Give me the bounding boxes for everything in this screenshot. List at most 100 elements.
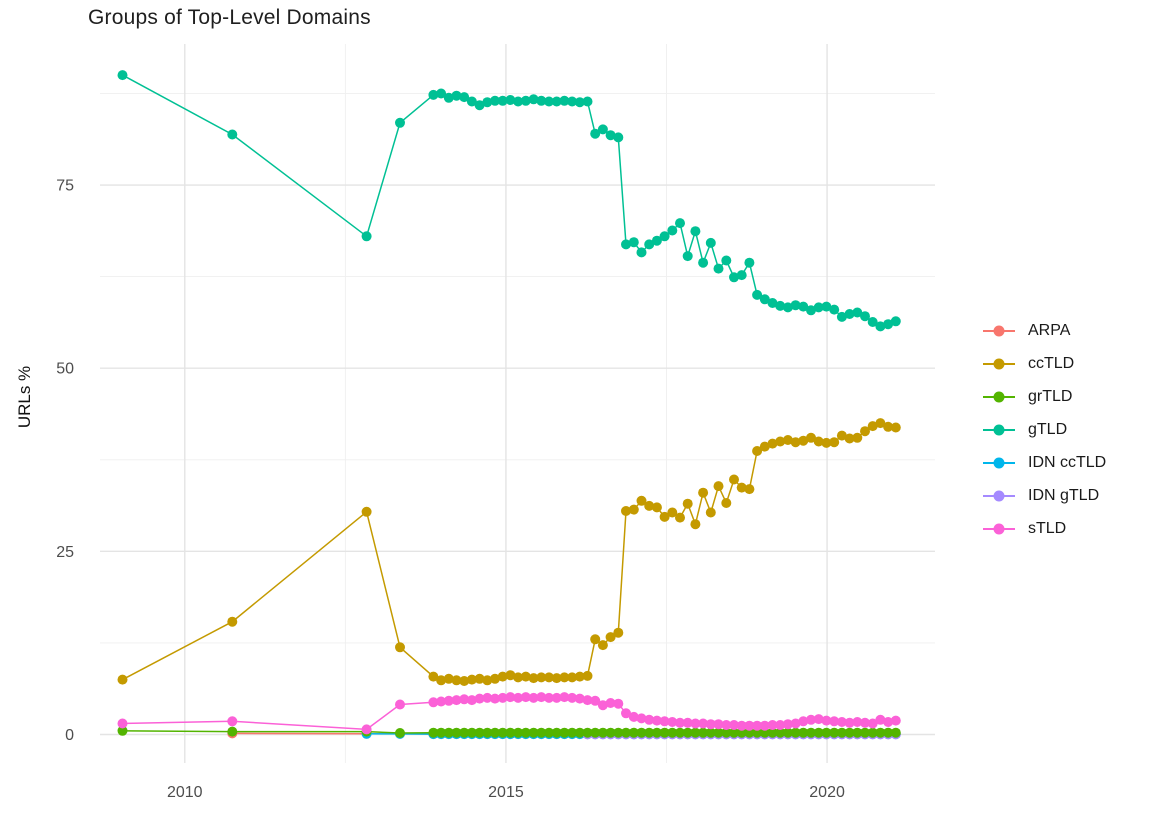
data-point-gtld xyxy=(544,96,554,107)
data-point-stld xyxy=(451,695,462,706)
legend-dot-icon xyxy=(993,490,1005,501)
data-point-grtld xyxy=(651,727,662,738)
data-point-stld xyxy=(729,720,739,730)
data-point-stld xyxy=(590,695,601,706)
data-point-stld xyxy=(651,715,662,726)
data-point-grtld xyxy=(875,727,886,738)
data-point-stld xyxy=(852,717,863,727)
data-point-cctld xyxy=(636,495,647,506)
data-point-grtld xyxy=(597,727,608,738)
data-point-gtld xyxy=(852,307,863,318)
data-point-stld xyxy=(836,717,847,727)
data-point-stld xyxy=(505,692,516,703)
data-point-grtld xyxy=(829,727,840,738)
data-point-grtld xyxy=(590,727,601,738)
data-point-grtld xyxy=(428,727,439,738)
data-point-cctld xyxy=(505,670,516,681)
data-point-grtld xyxy=(659,727,670,738)
data-point-stld xyxy=(395,699,405,710)
data-point-grtld xyxy=(621,727,631,738)
data-point-gtld xyxy=(597,124,608,135)
data-point-gtld xyxy=(744,257,755,268)
data-point-cctld xyxy=(890,422,901,433)
data-point-gtld xyxy=(790,300,801,311)
data-point-grtld xyxy=(721,727,732,738)
data-point-cctld xyxy=(613,627,624,638)
data-point-gtld xyxy=(721,255,732,266)
data-point-grtld xyxy=(505,727,516,738)
data-point-cctld xyxy=(227,616,238,627)
data-point-grtld xyxy=(567,727,578,738)
data-point-gtld xyxy=(775,300,786,311)
data-point-gtld xyxy=(736,270,747,281)
data-point-grtld xyxy=(551,727,562,738)
data-point-cctld xyxy=(621,506,631,516)
data-point-stld xyxy=(443,695,454,706)
data-point-grtld xyxy=(806,727,816,738)
legend: ARPA ccTLD grTLD gTLD IDN ccTLD IDN gTLD sTLD xyxy=(983,314,1106,545)
data-point-stld xyxy=(428,697,439,708)
data-point-cctld xyxy=(544,672,554,683)
data-point-gtld xyxy=(567,96,578,107)
data-point-gtld xyxy=(875,321,886,332)
data-point-stld xyxy=(659,716,670,727)
data-point-stld xyxy=(821,715,832,726)
y-tick-label: 25 xyxy=(56,544,74,561)
data-point-gtld xyxy=(890,316,901,327)
legend-label: IDN ccTLD xyxy=(1028,453,1107,471)
data-point-cctld xyxy=(436,675,447,686)
data-point-stld xyxy=(752,720,763,731)
data-point-gtld xyxy=(459,92,470,103)
legend-item-grtld: grTLD xyxy=(983,380,1106,413)
data-point-cctld xyxy=(117,674,128,685)
data-point-stld xyxy=(698,718,709,729)
data-point-gtld xyxy=(621,239,631,250)
data-point-gtld xyxy=(574,97,585,108)
data-point-gtld xyxy=(682,251,693,262)
data-point-stld xyxy=(713,719,724,730)
data-point-grtld xyxy=(528,727,539,738)
data-point-grtld xyxy=(675,727,685,738)
data-point-cctld xyxy=(860,426,870,437)
data-point-stld xyxy=(775,720,786,730)
data-point-cctld xyxy=(520,671,531,682)
data-point-gtld xyxy=(675,218,685,229)
data-point-stld xyxy=(567,692,578,703)
data-point-gtld xyxy=(836,311,847,322)
data-point-gtld xyxy=(782,302,793,313)
series-line-gtld xyxy=(122,74,897,328)
data-point-cctld xyxy=(644,500,655,511)
data-point-cctld xyxy=(597,640,608,651)
legend-label: sTLD xyxy=(1028,519,1067,537)
x-tick-label: 2015 xyxy=(488,784,524,801)
data-point-cctld xyxy=(790,437,801,448)
data-point-gtld xyxy=(644,239,655,250)
data-point-grtld xyxy=(890,727,901,738)
data-point-grtld xyxy=(744,727,755,738)
series-line-cctld xyxy=(122,422,896,682)
legend-key-icon xyxy=(983,390,1015,403)
data-point-gtld xyxy=(482,97,493,108)
data-point-stld xyxy=(613,698,624,709)
data-point-stld xyxy=(628,711,639,722)
data-point-gtld xyxy=(844,309,855,319)
data-point-grtld xyxy=(690,727,701,738)
data-point-cctld xyxy=(395,642,405,653)
data-point-grtld xyxy=(852,727,863,738)
data-point-gtld xyxy=(227,129,238,140)
data-point-cctld xyxy=(474,673,485,684)
data-point-cctld xyxy=(759,441,770,452)
data-point-cctld xyxy=(451,675,462,686)
legend-item-stld: sTLD xyxy=(983,512,1106,545)
legend-dot-icon xyxy=(993,391,1005,402)
legend-key-icon xyxy=(983,456,1015,469)
data-point-grtld xyxy=(775,727,786,738)
data-point-cctld xyxy=(875,418,886,429)
data-point-cctld xyxy=(559,672,570,683)
data-point-gtld xyxy=(513,96,524,107)
data-point-stld xyxy=(520,692,531,703)
data-point-grtld xyxy=(474,727,485,738)
data-point-grtld xyxy=(482,727,493,738)
data-point-gtld xyxy=(829,304,840,315)
data-point-cctld xyxy=(883,421,894,432)
